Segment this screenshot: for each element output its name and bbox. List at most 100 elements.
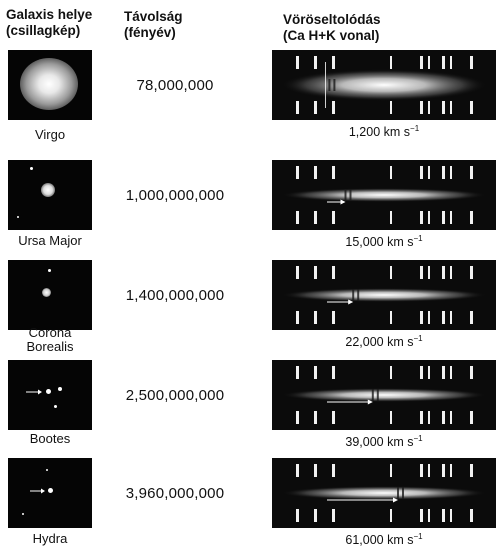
reference-line-bottom [296, 411, 299, 424]
reference-line-bottom [332, 509, 335, 522]
galaxy-spectrum-band [280, 486, 488, 500]
reference-line-top [332, 56, 335, 69]
header-distance: Távolság (fényév) [124, 9, 183, 41]
galaxy-row-bootes: Bootes 2,500,000,000 39,000 km s−1 [0, 360, 500, 456]
spectrum-corona-borealis [272, 260, 496, 330]
spectrum-hydra [272, 458, 496, 528]
galaxy-photo-bootes [8, 360, 92, 430]
header-galaxy-location: Galaxis helye (csillagkép) [6, 7, 92, 39]
reference-line-bottom [296, 311, 299, 324]
reference-line-bottom [420, 211, 423, 224]
absorption-line [402, 487, 404, 499]
redshift-marker [325, 62, 326, 108]
galaxy-name: Bootes [29, 431, 71, 446]
reference-line-bottom [470, 311, 473, 324]
reference-line-bottom [450, 101, 452, 114]
reference-line-bottom [450, 211, 452, 224]
reference-line-top [390, 266, 392, 279]
reference-line-bottom [420, 509, 423, 522]
galaxy-distance: 3,960,000,000 [125, 485, 225, 502]
reference-line-bottom [450, 509, 452, 522]
reference-line-bottom [390, 311, 392, 324]
reference-line-bottom [314, 411, 317, 424]
reference-line-bottom [314, 311, 317, 324]
reference-line-bottom [296, 509, 299, 522]
reference-line-top [428, 166, 430, 179]
redshift-arrow-head [340, 199, 346, 205]
reference-line-top [442, 366, 445, 379]
reference-line-top [442, 166, 445, 179]
reference-line-bottom [450, 411, 452, 424]
header-redshift-line2: (Ca H+K vonal) [283, 28, 380, 43]
reference-line-top [470, 56, 473, 69]
reference-line-top [428, 366, 430, 379]
reference-line-top [470, 366, 473, 379]
reference-line-bottom [332, 211, 335, 224]
reference-line-top [332, 464, 335, 477]
reference-line-bottom [390, 101, 392, 114]
reference-line-top [314, 56, 317, 69]
reference-line-bottom [332, 101, 335, 114]
reference-line-bottom [428, 509, 430, 522]
header-redshift-line1: Vöröseltolódás [283, 12, 381, 27]
reference-line-top [314, 464, 317, 477]
reference-line-top [296, 366, 299, 379]
reference-line-top [470, 166, 473, 179]
redshift-arrow-head [348, 299, 354, 305]
reference-line-top [332, 166, 335, 179]
absorption-line [352, 289, 355, 301]
reference-line-bottom [420, 101, 423, 114]
reference-line-top [450, 464, 452, 477]
absorption-line [371, 389, 374, 401]
galaxy-row-hydra: Hydra 3,960,000,000 61,000 km s−1 [0, 458, 500, 554]
recession-velocity: 61,000 km s−1 [345, 532, 423, 548]
galaxy-spectrum-band [280, 288, 488, 302]
reference-line-top [390, 56, 392, 69]
galaxy-name: Virgo [34, 127, 66, 142]
reference-line-bottom [420, 411, 423, 424]
reference-line-top [420, 166, 423, 179]
header-redshift: Vöröseltolódás (Ca H+K vonal) [283, 12, 381, 44]
reference-line-bottom [442, 509, 445, 522]
reference-line-bottom [470, 411, 473, 424]
galaxy-name: Hydra [32, 531, 68, 546]
reference-line-top [450, 266, 452, 279]
reference-line-top [296, 166, 299, 179]
reference-line-top [420, 464, 423, 477]
reference-line-top [332, 366, 335, 379]
reference-line-bottom [332, 311, 335, 324]
reference-line-top [390, 464, 392, 477]
galaxy-name: Ursa Major [18, 233, 82, 248]
reference-line-bottom [390, 411, 392, 424]
header-galaxy-line1: Galaxis helye [6, 7, 93, 22]
reference-line-top [314, 266, 317, 279]
galaxy-row-ursa-major: Ursa Major 1,000,000,000 15,000 km s−1 [0, 160, 500, 256]
reference-line-top [450, 366, 452, 379]
absorption-line [344, 189, 347, 201]
recession-velocity: 15,000 km s−1 [345, 234, 423, 250]
spectrum-ursa-major [272, 160, 496, 230]
header-galaxy-line2: (csillagkép) [6, 23, 81, 38]
reference-line-bottom [390, 211, 392, 224]
reference-line-bottom [390, 509, 392, 522]
galaxy-photo-virgo [8, 50, 92, 120]
header-distance-line2: (fényév) [124, 25, 176, 40]
reference-line-bottom [470, 211, 473, 224]
reference-line-bottom [296, 211, 299, 224]
reference-line-top [420, 56, 423, 69]
reference-line-bottom [470, 509, 473, 522]
reference-line-bottom [296, 101, 299, 114]
reference-line-bottom [428, 411, 430, 424]
reference-line-top [450, 166, 452, 179]
reference-line-bottom [428, 101, 430, 114]
reference-line-bottom [314, 509, 317, 522]
recession-velocity: 39,000 km s−1 [345, 434, 423, 450]
reference-line-top [420, 366, 423, 379]
spectrum-bootes [272, 360, 496, 430]
galaxy-photo-hydra [8, 458, 92, 528]
reference-line-bottom [450, 311, 452, 324]
galaxy-spectrum-band [280, 69, 488, 101]
reference-line-top [428, 56, 430, 69]
reference-line-top [314, 166, 317, 179]
recession-velocity: 1,200 km s−1 [348, 124, 420, 140]
